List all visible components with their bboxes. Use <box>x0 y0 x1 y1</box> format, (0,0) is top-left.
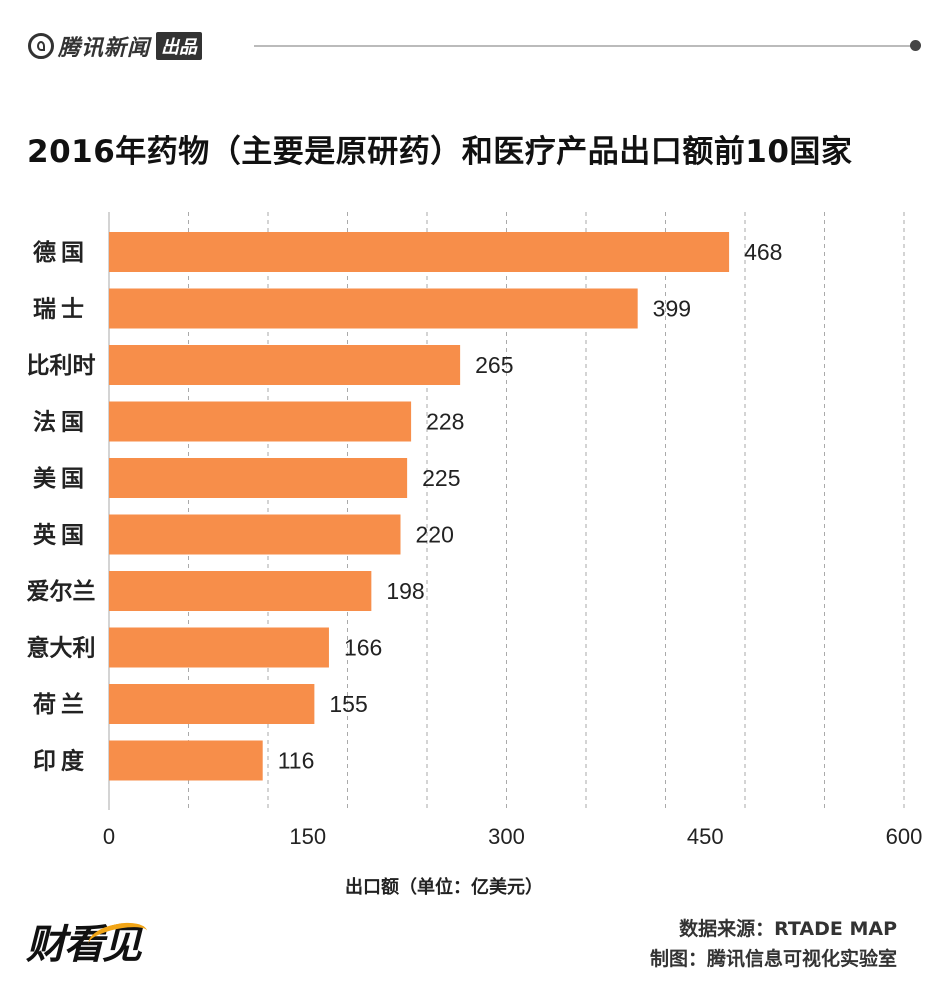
category-label: 意大利 <box>27 635 96 662</box>
brand: 腾讯新闻 出品 <box>28 30 203 62</box>
x-tick-label: 450 <box>687 824 724 849</box>
brand-tag: 出品 <box>156 32 203 60</box>
bar <box>109 401 412 442</box>
category-label: 印度 <box>33 748 89 775</box>
category-label: 荷兰 <box>33 691 89 718</box>
caikanjian-logo: 财看见 <box>26 912 166 978</box>
data-label: 166 <box>344 635 382 661</box>
data-label: 155 <box>329 691 367 717</box>
data-source: 数据来源：RTADE MAP <box>679 918 897 940</box>
header-dot <box>910 40 921 51</box>
category-label: 德国 <box>33 239 89 266</box>
data-label: 399 <box>653 296 691 322</box>
logo-text: 财看见 <box>26 922 142 968</box>
brand-name: 腾讯新闻 <box>58 36 151 61</box>
category-label: 比利时 <box>27 353 96 379</box>
data-label: 116 <box>278 748 315 774</box>
bar <box>109 514 401 555</box>
x-tick-label: 300 <box>488 824 525 849</box>
category-label: 法国 <box>33 410 89 436</box>
header-divider <box>254 45 912 47</box>
bar <box>109 571 372 611</box>
chart-credit: 制图：腾讯信息可视化实验室 <box>649 948 897 970</box>
source-block: 数据来源：RTADE MAP 制图：腾讯信息可视化实验室 <box>650 914 897 974</box>
header: 腾讯新闻 出品 <box>28 26 921 66</box>
data-label: 228 <box>426 409 464 435</box>
x-tick-label: 0 <box>103 824 115 849</box>
chart-title: 2016年药物（主要是原研药）和医疗产品出口额前10国家 <box>27 134 853 170</box>
x-tick-label: 150 <box>289 824 326 849</box>
data-label: 225 <box>422 465 460 491</box>
category-label: 美国 <box>33 465 89 492</box>
tencent-news-logo-icon <box>28 33 54 59</box>
category-label: 瑞士 <box>33 297 89 323</box>
bar <box>109 458 408 498</box>
bar <box>109 345 461 385</box>
bar <box>109 684 315 724</box>
category-label: 爱尔兰 <box>27 578 96 605</box>
data-label: 468 <box>744 239 782 265</box>
x-axis-label: 出口额（单位：亿美元） <box>345 877 543 898</box>
bar <box>109 288 638 329</box>
bar <box>109 232 730 272</box>
bar <box>109 627 329 668</box>
bar <box>109 740 263 781</box>
data-label: 198 <box>386 578 424 604</box>
data-label: 265 <box>475 352 513 378</box>
x-tick-label: 600 <box>886 824 923 849</box>
data-label: 220 <box>416 522 454 548</box>
bar-chart: 0 150 300 450 600 德国 468 瑞士 399 比利时 265 法国 228 美国 225 英… <box>27 212 923 849</box>
category-label: 英国 <box>33 522 89 549</box>
